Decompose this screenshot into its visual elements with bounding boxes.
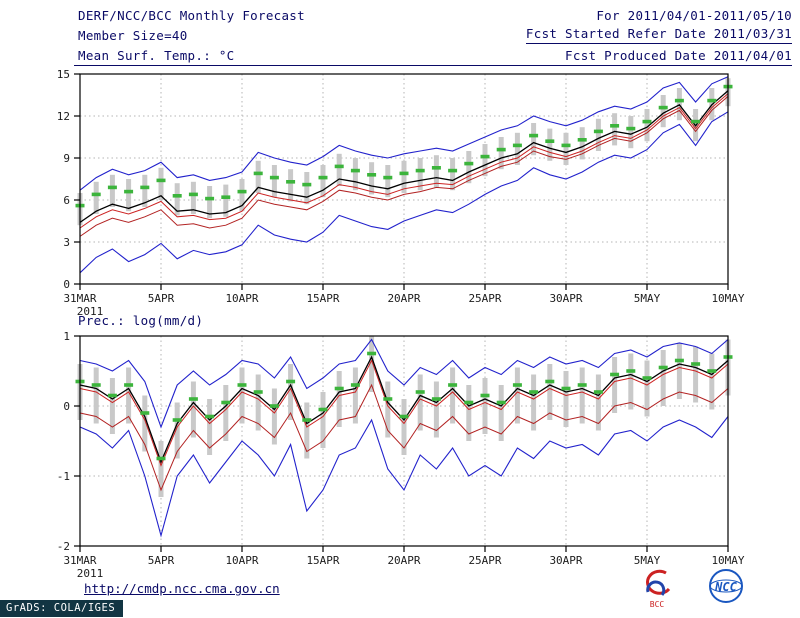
svg-text:5APR: 5APR (148, 292, 175, 305)
svg-text:-1: -1 (57, 470, 70, 483)
member-size-label: Member Size=40 (78, 28, 188, 43)
svg-text:6: 6 (63, 194, 70, 207)
grads-credit: GrADS: COLA/IGES (0, 600, 124, 617)
fcst-started-label: Fcst Started Refer Date 2011/03/31 (525, 26, 792, 44)
svg-text:5MAY: 5MAY (634, 292, 661, 305)
svg-text:31MAR: 31MAR (63, 554, 96, 567)
svg-text:3: 3 (63, 236, 70, 249)
svg-text:31MAR: 31MAR (63, 292, 96, 305)
svg-text:NCC: NCC (714, 580, 737, 594)
svg-text:25APR: 25APR (468, 292, 501, 305)
svg-text:BCC: BCC (650, 600, 665, 609)
forecast-range: For 2011/04/01-2011/05/10 (596, 8, 792, 23)
svg-text:5MAY: 5MAY (634, 554, 661, 567)
footer-logos: BCC NCC (646, 569, 743, 609)
svg-text:10MAY: 10MAY (711, 554, 744, 567)
header-divider (74, 65, 792, 66)
report-title: DERF/NCC/BCC Monthly Forecast (78, 8, 305, 23)
svg-text:30APR: 30APR (549, 554, 582, 567)
svg-text:15: 15 (57, 68, 70, 81)
svg-text:25APR: 25APR (468, 554, 501, 567)
temp-chart-title: Mean Surf. Temp.: °C (78, 48, 235, 63)
svg-text:0: 0 (63, 278, 70, 291)
svg-text:20APR: 20APR (387, 554, 420, 567)
svg-text:10MAY: 10MAY (711, 292, 744, 305)
svg-text:2011: 2011 (77, 567, 104, 580)
svg-text:2011: 2011 (77, 305, 104, 318)
svg-text:-2: -2 (57, 540, 70, 553)
svg-text:12: 12 (57, 110, 70, 123)
svg-text:0: 0 (63, 400, 70, 413)
svg-text:10APR: 10APR (225, 292, 258, 305)
svg-text:15APR: 15APR (306, 292, 339, 305)
website-link[interactable]: http://cmdp.ncc.cma.gov.cn (84, 581, 280, 596)
svg-text:9: 9 (63, 152, 70, 165)
svg-text:10APR: 10APR (225, 554, 258, 567)
svg-text:30APR: 30APR (549, 292, 582, 305)
ncc-logo: NCC (709, 569, 743, 603)
svg-text:1: 1 (63, 330, 70, 343)
precip-chart-title: Prec.: log(mm/d) (78, 313, 204, 328)
bcc-logo: BCC (646, 569, 671, 609)
svg-text:20APR: 20APR (387, 292, 420, 305)
svg-text:15APR: 15APR (306, 554, 339, 567)
svg-text:5APR: 5APR (148, 554, 175, 567)
fcst-produced-label: Fcst Produced Date 2011/04/01 (565, 48, 792, 63)
